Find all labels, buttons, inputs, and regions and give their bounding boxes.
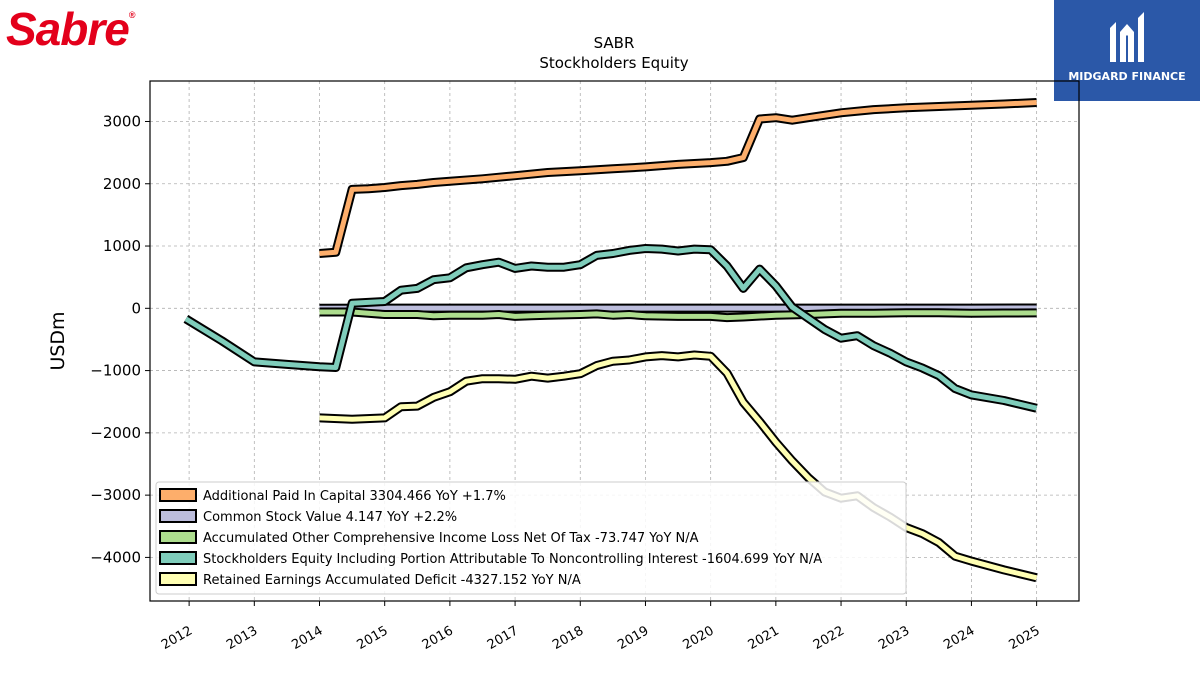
x-tick-label: 2015 [355, 623, 391, 653]
sabre-logo: Sabre® [6, 2, 135, 56]
x-tick-label: 2025 [1006, 623, 1042, 653]
y-tick-label: 3000 [103, 112, 141, 130]
legend-label: Common Stock Value 4.147 YoY +2.2% [203, 510, 457, 525]
y-tick-label: −4000 [90, 548, 141, 566]
registered-mark: ® [128, 10, 136, 20]
y-tick-label: −2000 [90, 424, 141, 442]
legend-label: Retained Earnings Accumulated Deficit -4… [203, 573, 581, 588]
legend-label: Additional Paid In Capital 3304.466 YoY … [203, 489, 506, 504]
x-tick-label: 2017 [485, 623, 521, 653]
y-tick-label: 2000 [103, 175, 141, 193]
plot-frame [149, 80, 1080, 602]
series-line-accumulated-other-comprehensive-income-loss-net-of-tax [319, 309, 1037, 321]
legend-swatch [159, 551, 197, 565]
legend-label: Accumulated Other Comprehensive Income L… [203, 531, 699, 546]
chart-subtitle: Stockholders Equity [539, 54, 688, 72]
x-tick-label: 2023 [876, 623, 912, 653]
legend-swatch [159, 572, 197, 586]
legend: Additional Paid In Capital 3304.466 YoY … [155, 481, 907, 595]
sabre-logo-text: Sabre [6, 3, 130, 55]
x-tick-label: 2018 [550, 623, 586, 653]
legend-label: Stockholders Equity Including Portion At… [203, 552, 822, 567]
midgard-finance-logo-icon [1110, 12, 1144, 62]
y-tick-label: 0 [131, 299, 141, 317]
y-tick-label: 1000 [103, 237, 141, 255]
legend-swatch [159, 509, 197, 523]
x-tick-label: 2020 [680, 623, 716, 653]
x-tick-label: 2019 [615, 623, 651, 653]
y-tick-label: −1000 [90, 362, 141, 380]
legend-swatch [159, 530, 197, 544]
x-tick-label: 2021 [746, 623, 782, 653]
y-tick-label: −3000 [90, 486, 141, 504]
x-tick-label: 2014 [289, 623, 325, 653]
chart-title: SABR [594, 34, 635, 52]
legend-swatch [159, 488, 197, 502]
x-tick-label: 2012 [159, 623, 195, 653]
midgard-finance-badge: MIDGARD FINANCE [1054, 0, 1200, 101]
x-tick-label: 2024 [941, 623, 977, 653]
series-outline-additional-paid-in-capital [319, 98, 1037, 258]
badge-text: MIDGARD FINANCE [1068, 70, 1186, 83]
series-line-stockholders-equity-including-portion-attributable-to-noncontrolling-interest [184, 246, 1038, 411]
x-tick-label: 2016 [420, 623, 456, 653]
series-outline-stockholders-equity-including-portion-attributable-to-noncontrolling-interest [183, 244, 1038, 413]
y-axis-label: USDm [47, 311, 69, 370]
x-tick-label: 2013 [224, 623, 260, 653]
legend-box [155, 481, 907, 595]
x-tick-label: 2022 [811, 623, 847, 653]
series-line-additional-paid-in-capital [319, 100, 1037, 256]
